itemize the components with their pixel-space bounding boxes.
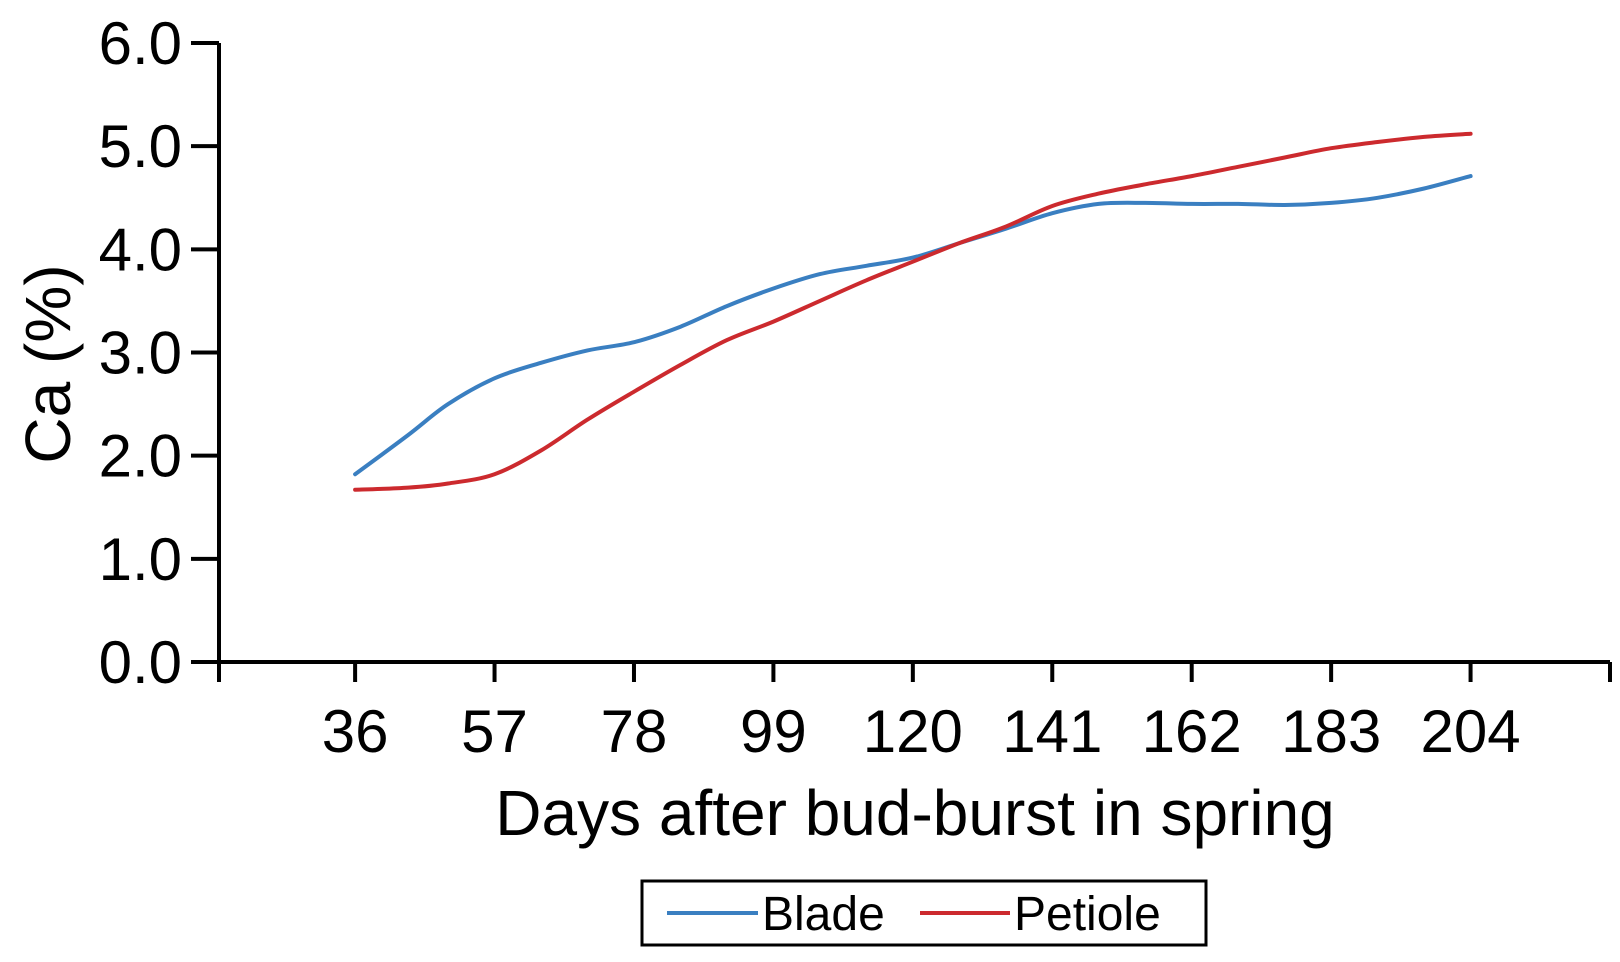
x-axis-title: Days after bud-burst in spring xyxy=(495,777,1335,849)
legend-label-petiole: Petiole xyxy=(1014,888,1161,941)
y-tick-label: 5.0 xyxy=(99,113,182,180)
y-tick-label: 1.0 xyxy=(99,526,182,593)
series-line-petiole xyxy=(353,131,1473,492)
legend-items: Blade Petiole xyxy=(667,888,1161,941)
x-tick-label: 162 xyxy=(1142,698,1242,765)
legend-label-blade: Blade xyxy=(762,888,885,941)
x-tick-label: 120 xyxy=(863,698,963,765)
x-tick-label: 141 xyxy=(1002,698,1102,765)
x-tick-label: 183 xyxy=(1281,698,1381,765)
series-line-blade xyxy=(353,174,1473,477)
x-tick-label: 99 xyxy=(740,698,807,765)
y-tick-label: 4.0 xyxy=(99,216,182,283)
y-axis-title: Ca (%) xyxy=(12,264,84,463)
y-tick-label: 3.0 xyxy=(99,320,182,387)
series-lines xyxy=(353,131,1473,492)
x-tick-label: 204 xyxy=(1421,698,1521,765)
axes xyxy=(217,43,1610,664)
x-tick-label: 36 xyxy=(322,698,389,765)
y-tick-label: 6.0 xyxy=(99,10,182,77)
x-tick-label: 78 xyxy=(601,698,668,765)
legend: Blade Petiole xyxy=(640,879,1208,947)
y-tick-label: 0.0 xyxy=(99,629,182,696)
x-tick-label: 57 xyxy=(461,698,528,765)
y-tick-label: 2.0 xyxy=(99,423,182,490)
ticks: 0.0 1.0 2.0 3.0 4.0 5.0 6.0 36 57 78 99 120 141 162 18… xyxy=(99,10,1612,765)
